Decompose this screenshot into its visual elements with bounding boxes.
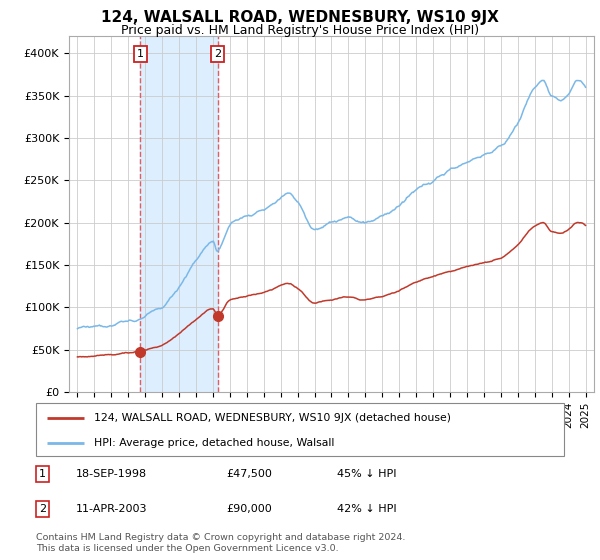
Text: 18-SEP-1998: 18-SEP-1998 [76,469,147,479]
Text: 2: 2 [39,504,46,514]
Text: 2: 2 [214,49,221,59]
Text: HPI: Average price, detached house, Walsall: HPI: Average price, detached house, Wals… [94,438,334,448]
Text: 11-APR-2003: 11-APR-2003 [76,504,147,514]
Text: 1: 1 [39,469,46,479]
Text: 1: 1 [137,49,144,59]
Text: 42% ↓ HPI: 42% ↓ HPI [337,504,397,514]
Text: 45% ↓ HPI: 45% ↓ HPI [337,469,397,479]
Text: £90,000: £90,000 [226,504,272,514]
Bar [140,36,218,392]
Text: £47,500: £47,500 [226,469,272,479]
Text: Price paid vs. HM Land Registry's House Price Index (HPI): Price paid vs. HM Land Registry's House … [121,24,479,36]
Text: 124, WALSALL ROAD, WEDNESBURY, WS10 9JX: 124, WALSALL ROAD, WEDNESBURY, WS10 9JX [101,10,499,25]
Text: Contains HM Land Registry data © Crown copyright and database right 2024.
This d: Contains HM Land Registry data © Crown c… [36,533,406,553]
FancyBboxPatch shape [36,403,564,456]
Text: 124, WALSALL ROAD, WEDNESBURY, WS10 9JX (detached house): 124, WALSALL ROAD, WEDNESBURY, WS10 9JX … [94,413,451,423]
